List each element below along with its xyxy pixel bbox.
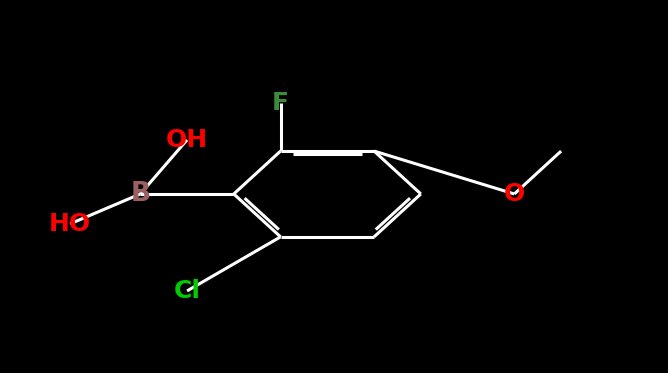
Text: Cl: Cl xyxy=(174,279,200,303)
Text: HO: HO xyxy=(49,212,92,236)
Text: F: F xyxy=(272,91,289,115)
Text: B: B xyxy=(130,181,150,207)
Text: OH: OH xyxy=(166,128,208,152)
Text: O: O xyxy=(504,182,525,206)
